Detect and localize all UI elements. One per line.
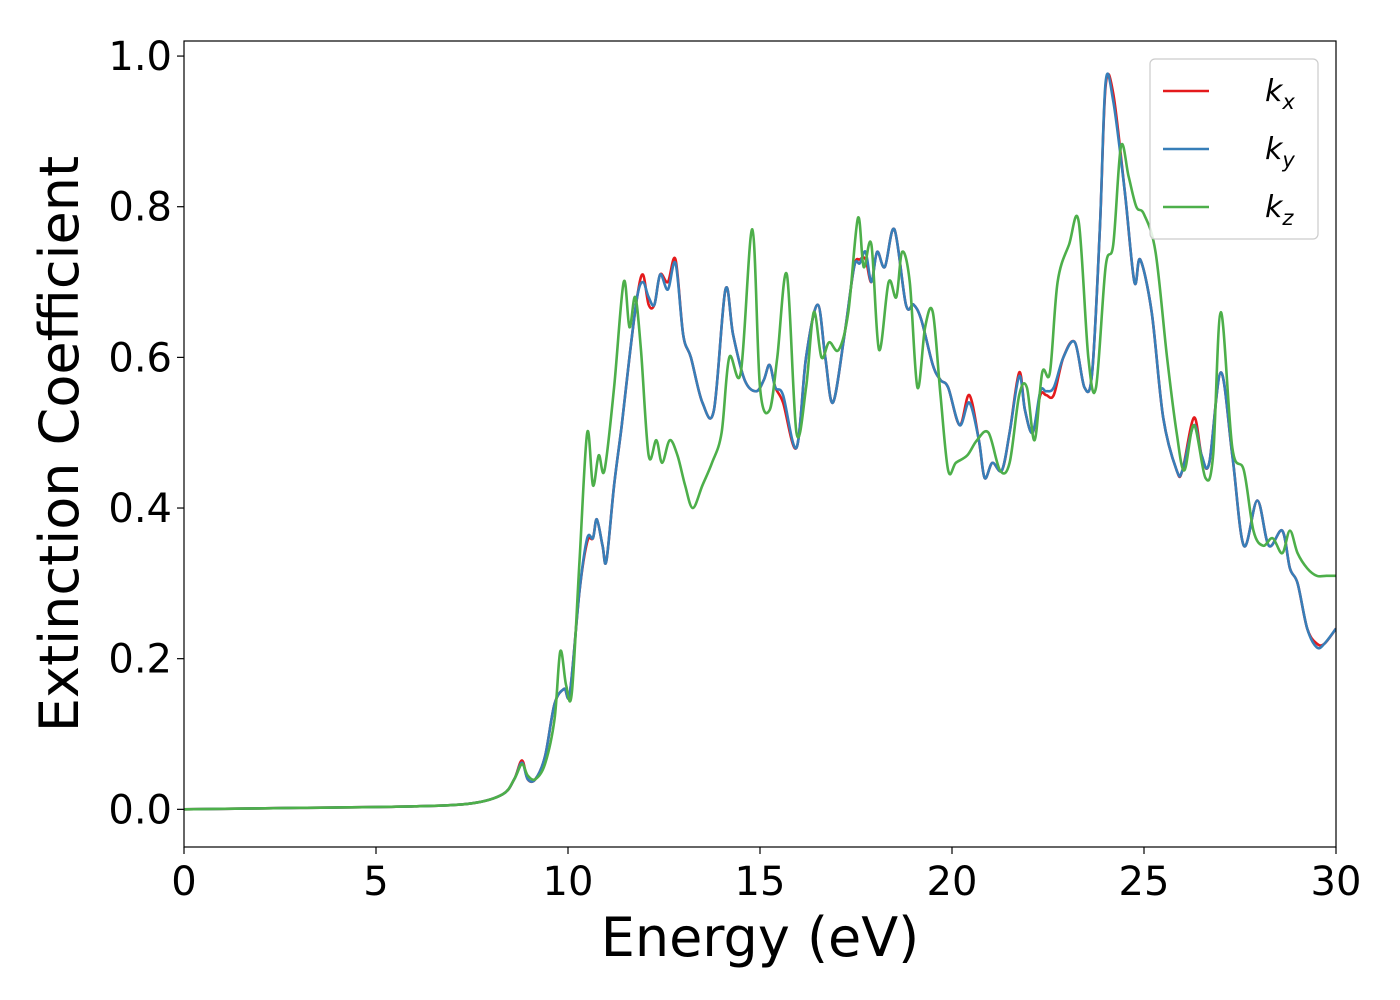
y-tick-label: 0.0 [108,787,172,833]
x-tick-label: 5 [363,859,388,905]
x-tick-label: 25 [1119,859,1170,905]
y-tick-label: 0.8 [108,185,172,231]
legend-label-x: kx [1265,74,1295,114]
plot-area [184,72,1336,811]
x-tick-label: 10 [543,859,594,905]
x-tick-label: 0 [171,859,196,905]
y-tick-label: 0.2 [108,637,172,683]
x-tick-label: 15 [735,859,786,905]
legend-label-y: ky [1265,132,1295,172]
series-line-y [184,72,1336,811]
x-tick-label: 20 [927,859,978,905]
legend-label-z: kz [1265,190,1294,230]
x-tick-label: 30 [1311,859,1362,905]
y-tick-label: 0.4 [108,486,172,532]
series-line-z [184,142,1336,811]
y-axis-label: Extinction Coefficient [28,156,91,732]
y-tick-label: 1.0 [108,34,172,80]
legend: kx ky kz [1149,58,1319,240]
axes: 0 5 10 15 20 25 30 0.0 0.2 0.4 0.6 0.8 1.0 [108,34,1361,905]
x-axis-label: Energy (eV) [601,906,920,969]
legend-box [1149,58,1319,240]
y-tick-label: 0.6 [108,335,172,381]
